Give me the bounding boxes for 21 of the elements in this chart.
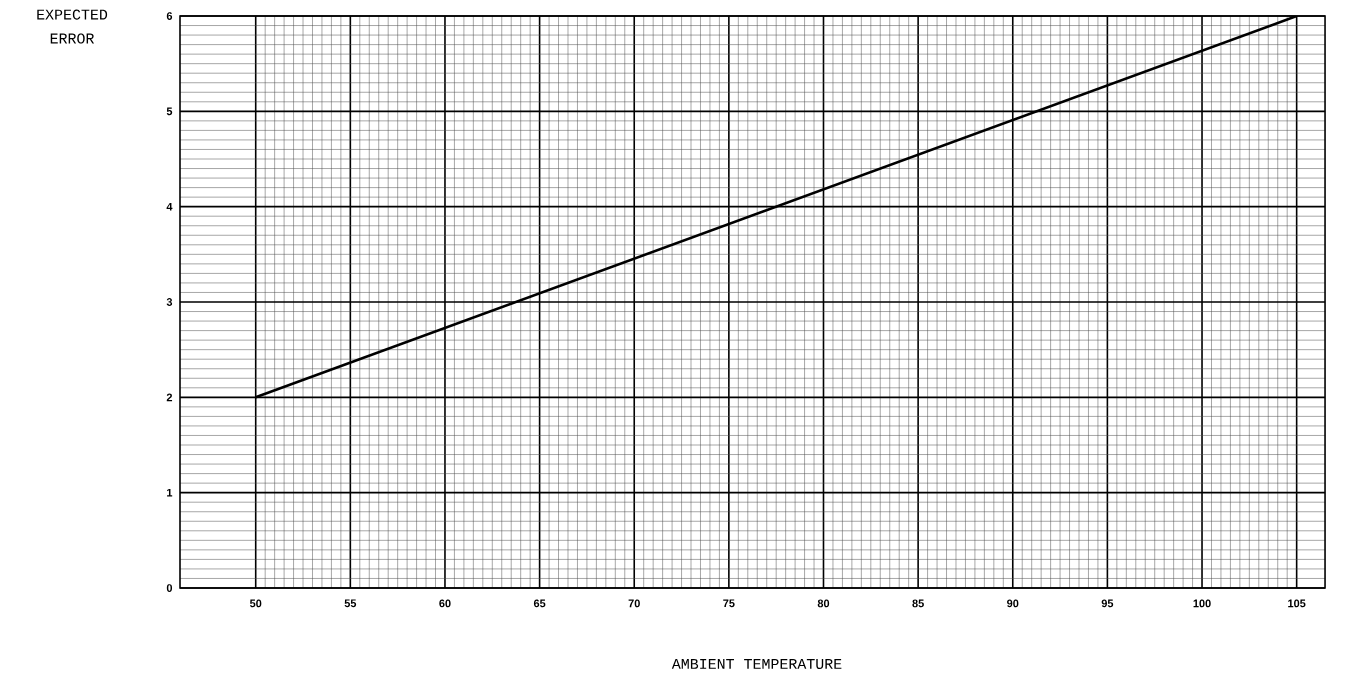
- y-tick-label: 5: [166, 107, 173, 116]
- x-tick-label: 90: [1007, 599, 1019, 608]
- x-tick-label: 100: [1193, 599, 1211, 608]
- x-tick-label: 55: [344, 599, 357, 608]
- x-tick-label: 50: [249, 599, 262, 608]
- y-tick-label: 1: [167, 488, 173, 497]
- x-tick-label: 70: [628, 599, 640, 608]
- x-axis-title: AMBIENT TEMPERATURE: [671, 659, 842, 669]
- x-tick-label: 105: [1288, 599, 1306, 608]
- y-axis-title: EXPECTED ERROR: [37, 9, 108, 44]
- x-tick-label: 65: [533, 599, 546, 608]
- x-tick-label: 80: [817, 599, 830, 608]
- x-tick-label: 85: [912, 599, 924, 608]
- y-tick-label: 3: [166, 298, 173, 306]
- x-tick-label: 60: [439, 599, 451, 608]
- y-tick-label: 2: [166, 393, 173, 402]
- y-tick-label: 6: [166, 12, 173, 20]
- x-tick-label: 75: [723, 599, 735, 608]
- x-tick-label: 95: [1101, 599, 1114, 608]
- y-tick-label: 4: [166, 202, 173, 211]
- y-tick-label: 0: [166, 584, 173, 592]
